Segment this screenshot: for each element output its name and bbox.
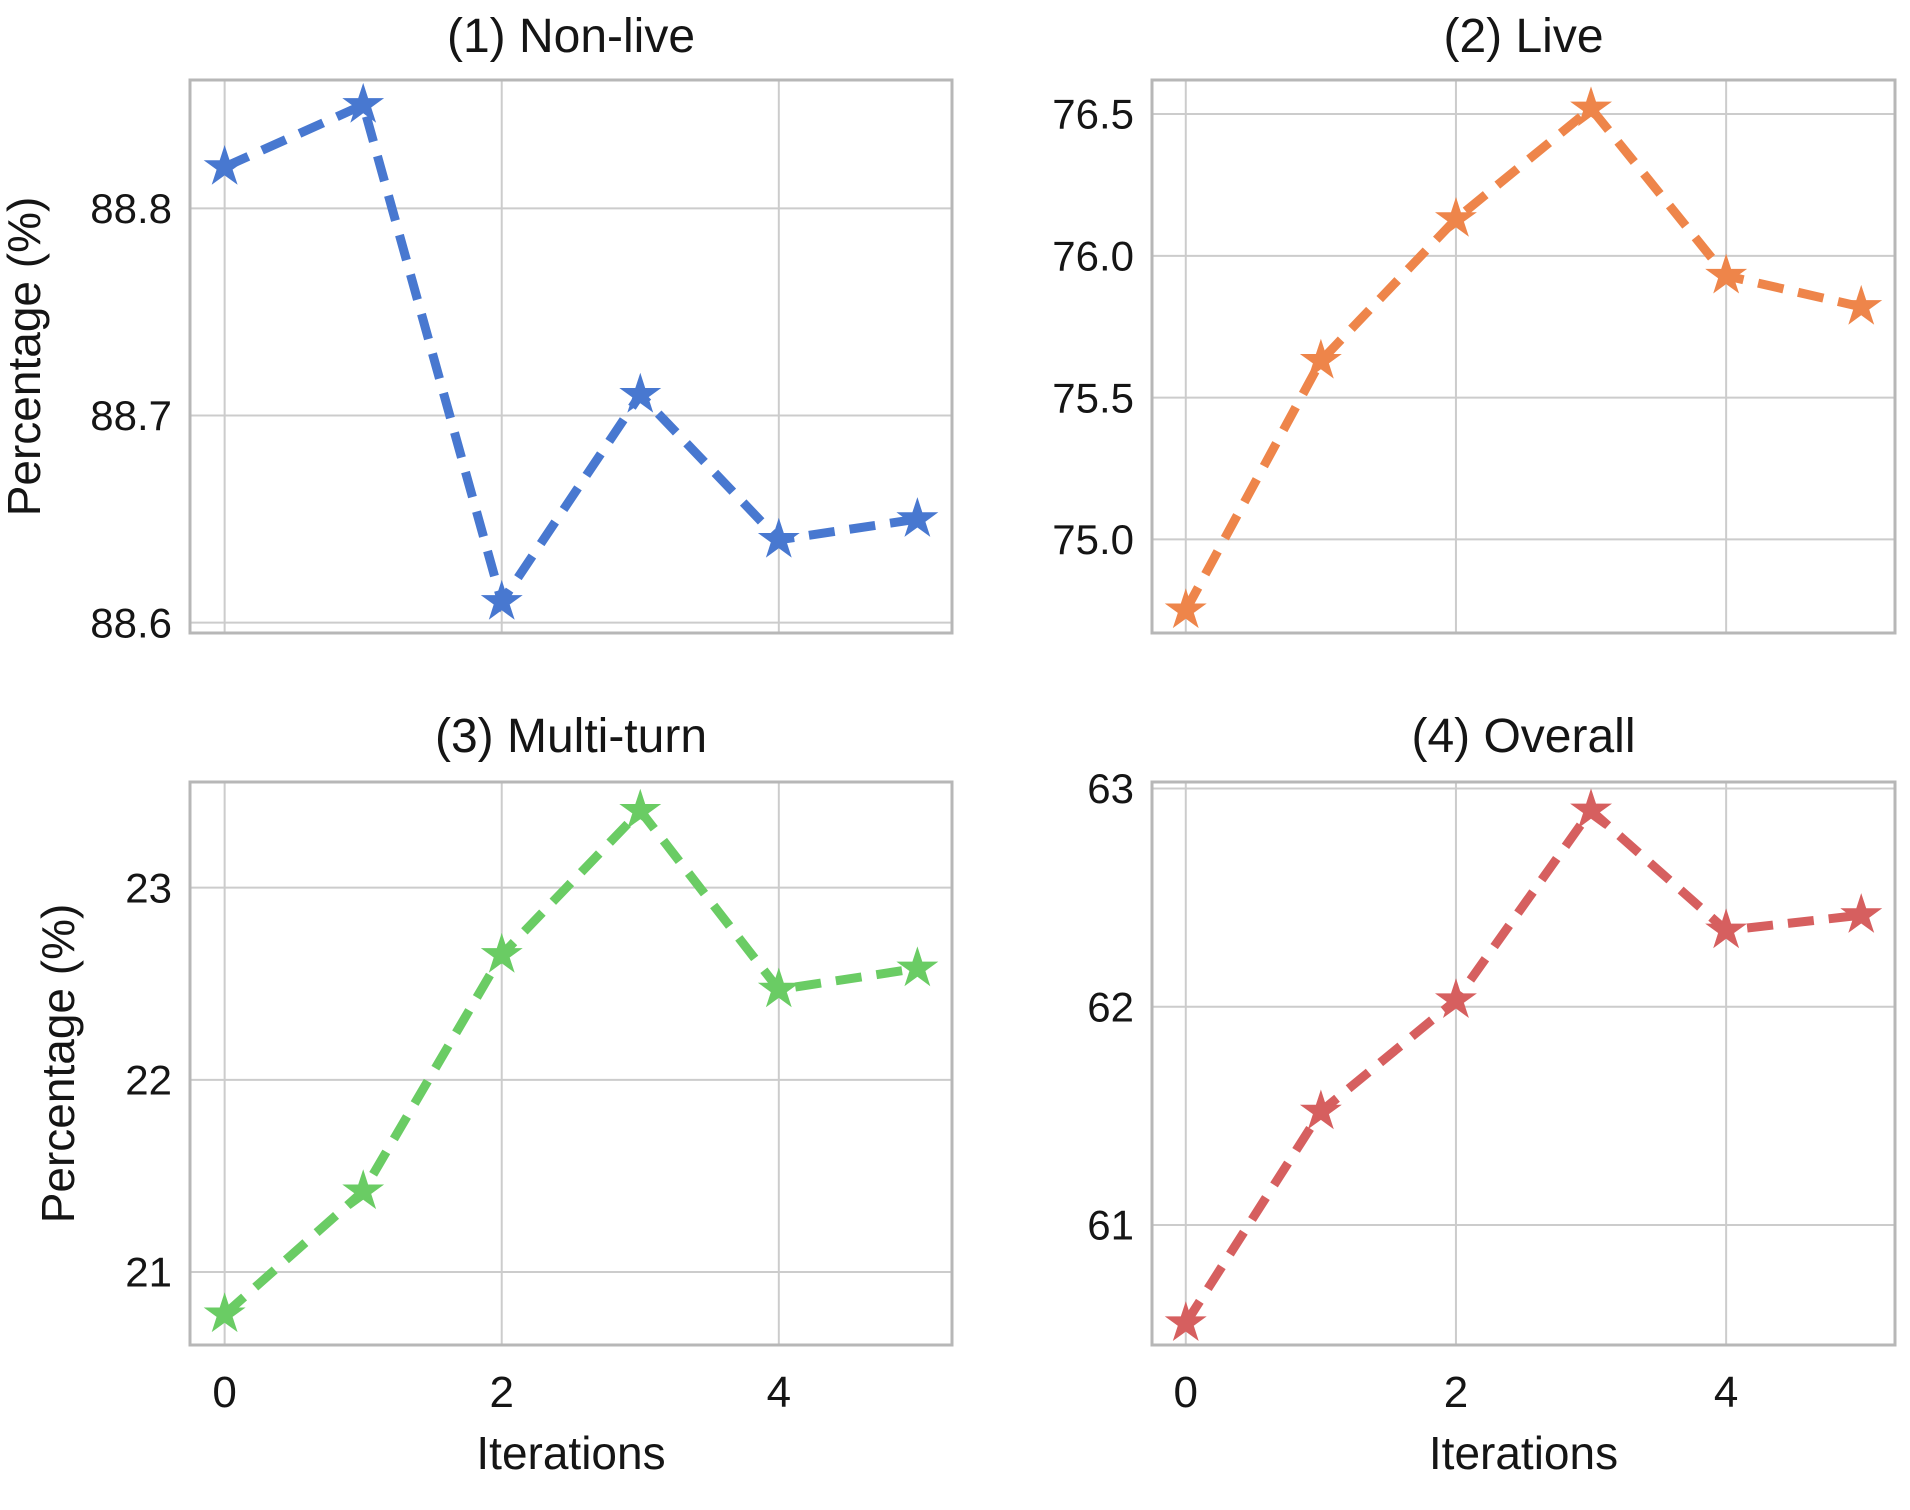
x-tick-label: 0 xyxy=(212,1368,236,1417)
subplot-3-plot: 21 22 23 0 2 4 Percentage (%) xyxy=(32,780,954,1417)
star-marker xyxy=(203,145,246,185)
star-marker xyxy=(342,1169,385,1210)
y-tick-label: 75.0 xyxy=(1052,516,1134,563)
star-marker xyxy=(1435,197,1477,237)
y-tick-label: 21 xyxy=(125,1249,172,1296)
subplot-2-plot: 75.0 75.5 76.0 76.5 xyxy=(1052,78,1897,635)
star-marker xyxy=(1164,588,1207,629)
subplot-4-xaxis-label: Iterations xyxy=(1428,1427,1619,1479)
y-axis-label: Percentage (%) xyxy=(32,904,84,1224)
y-tick-label: 63 xyxy=(1087,765,1134,812)
y-tick-label: 88.6 xyxy=(90,599,172,646)
star-marker xyxy=(480,932,523,973)
star-marker xyxy=(1435,978,1477,1018)
x-tick-label: 4 xyxy=(767,1368,791,1417)
star-marker xyxy=(1840,893,1883,933)
series-line xyxy=(221,803,919,1318)
star-marker xyxy=(342,82,385,123)
series-line xyxy=(222,98,919,613)
subplot-4-title: (4) Overall xyxy=(1411,710,1636,763)
axes-border xyxy=(1150,78,1897,635)
x-tick-label: 0 xyxy=(1174,1368,1198,1417)
y-tick-label: 23 xyxy=(125,864,172,911)
x-tick-label: 2 xyxy=(489,1368,513,1417)
subplot-3-xaxis-label: Iterations xyxy=(476,1427,666,1479)
star-marker xyxy=(1705,253,1748,294)
star-marker xyxy=(1299,1089,1342,1130)
y-tick-label: 88.7 xyxy=(90,392,172,439)
star-marker xyxy=(1705,908,1748,949)
star-marker xyxy=(480,579,523,620)
star-marker xyxy=(1570,86,1612,127)
star-marker xyxy=(757,967,800,1008)
star-marker xyxy=(1570,788,1612,829)
x-tick-label: 4 xyxy=(1714,1368,1738,1417)
subplot-4-plot: 61 62 63 0 2 4 xyxy=(1087,765,1897,1417)
y-tick-label: 76.0 xyxy=(1052,233,1134,280)
series-line xyxy=(1181,102,1863,613)
y-tick-label: 76.5 xyxy=(1052,91,1134,138)
y-axis-label: Percentage (%) xyxy=(0,197,50,517)
star-marker xyxy=(1840,284,1883,325)
subplot-3-title: (3) Multi-turn xyxy=(434,710,708,763)
star-marker xyxy=(896,497,939,537)
y-tick-label: 88.8 xyxy=(90,185,172,232)
subplot-1-plot: 88.6 88.7 88.8 Percentage (%) xyxy=(0,78,954,646)
axes-border xyxy=(1150,780,1897,1347)
star-marker xyxy=(619,788,662,829)
star-marker xyxy=(896,946,939,987)
subplot-2-title: (2) Live xyxy=(1443,10,1604,63)
star-marker xyxy=(757,517,800,558)
axes-border xyxy=(188,780,954,1347)
star-marker xyxy=(619,372,662,413)
y-tick-label: 61 xyxy=(1087,1202,1134,1249)
y-tick-label: 75.5 xyxy=(1052,374,1134,421)
star-marker xyxy=(1164,1301,1207,1341)
star-marker xyxy=(1299,338,1342,379)
y-tick-label: 62 xyxy=(1087,983,1134,1030)
subplot-1-title: (1) Non-live xyxy=(446,10,696,63)
star-marker xyxy=(203,1292,246,1333)
series-line xyxy=(1182,803,1862,1326)
y-tick-label: 22 xyxy=(125,1057,172,1104)
axes-border xyxy=(188,78,954,635)
x-tick-label: 2 xyxy=(1444,1368,1468,1417)
